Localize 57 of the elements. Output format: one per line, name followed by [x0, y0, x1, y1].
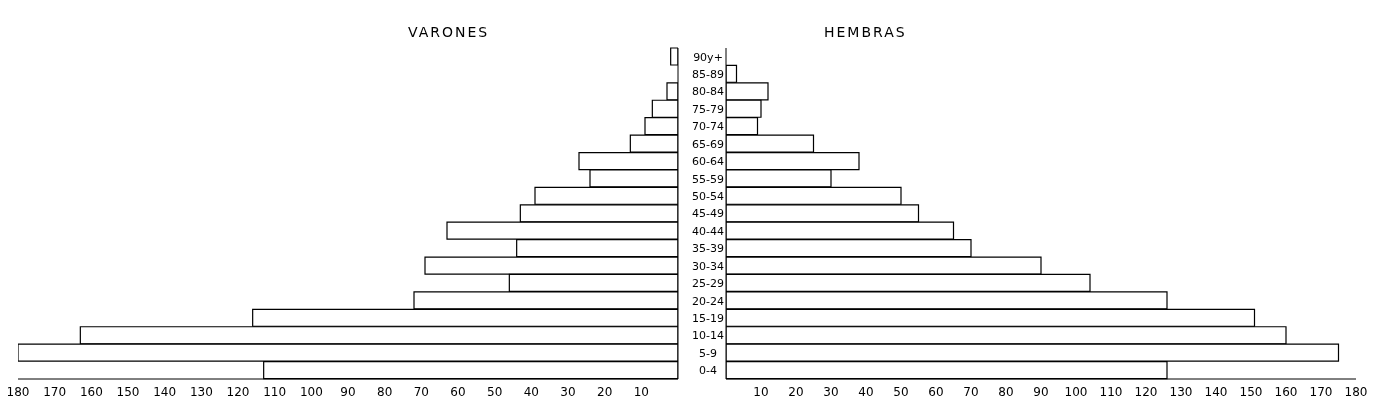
y-tick-label: 50-54 [692, 189, 724, 203]
x-tick-label: 150 [1239, 384, 1263, 399]
y-tick-label: 70-74 [692, 120, 724, 134]
x-tick-label: 30 [823, 384, 839, 399]
y-tick-label: 60-64 [692, 155, 724, 169]
x-tick-label: 180 [6, 384, 30, 399]
x-tick-label: 130 [1169, 384, 1193, 399]
x-tick-label: 160 [1274, 384, 1298, 399]
y-tick-label: 35-39 [692, 242, 724, 256]
x-tick-label: 20 [597, 384, 613, 399]
x-tick-label: 120 [226, 384, 250, 399]
x-tick-label: 50 [487, 384, 503, 399]
x-tick-label: 10 [753, 384, 769, 399]
x-tick-label: 80 [998, 384, 1014, 399]
x-tick-label: 180 [1344, 384, 1368, 399]
x-tick-label: 100 [1064, 384, 1088, 399]
chart-title: HEMBRAS [824, 24, 907, 40]
y-tick-label: 55-59 [692, 172, 724, 186]
x-tick-label: 40 [523, 384, 539, 399]
y-tick-label: 85-89 [692, 68, 724, 82]
y-tick-label: 15-19 [692, 311, 724, 325]
x-tick-label: 90 [1033, 384, 1049, 399]
y-tick-label: 80-84 [692, 85, 724, 99]
x-tick-label: 90 [340, 384, 356, 399]
y-tick-label: 20-24 [692, 294, 724, 308]
x-tick-label: 20 [788, 384, 804, 399]
y-tick-label: 75-79 [692, 102, 724, 116]
y-tick-label: 30-34 [692, 259, 724, 273]
x-tick-label: 50 [893, 384, 909, 399]
y-tick-label: 40-44 [692, 224, 724, 238]
y-tick-label: 65-69 [692, 137, 724, 151]
x-tick-label: 110 [263, 384, 287, 399]
y-tick-label: 90y+ [693, 50, 723, 64]
x-tick-label: 170 [1309, 384, 1333, 399]
x-tick-label: 130 [189, 384, 213, 399]
x-tick-label: 70 [413, 384, 429, 399]
x-tick-label: 60 [450, 384, 466, 399]
x-tick-label: 40 [858, 384, 874, 399]
x-tick-label: 120 [1134, 384, 1158, 399]
x-tick-label: 60 [928, 384, 944, 399]
x-tick-label: 30 [560, 384, 576, 399]
x-tick-label: 170 [43, 384, 67, 399]
x-tick-label: 140 [153, 384, 177, 399]
x-tick-label: 150 [116, 384, 140, 399]
y-tick-label: 10-14 [692, 329, 724, 343]
x-tick-label: 10 [633, 384, 649, 399]
x-tick-label: 100 [299, 384, 323, 399]
x-tick-label: 140 [1204, 384, 1228, 399]
x-tick-label: 80 [377, 384, 393, 399]
y-tick-label: 25-29 [692, 277, 724, 291]
chart-title: VARONES [408, 24, 490, 40]
x-tick-label: 70 [963, 384, 979, 399]
y-tick-label: 5-9 [699, 346, 717, 360]
x-tick-label: 160 [79, 384, 103, 399]
y-tick-label: 0-4 [699, 364, 717, 378]
y-tick-label: 45-49 [692, 207, 724, 221]
x-tick-label: 110 [1099, 384, 1123, 399]
